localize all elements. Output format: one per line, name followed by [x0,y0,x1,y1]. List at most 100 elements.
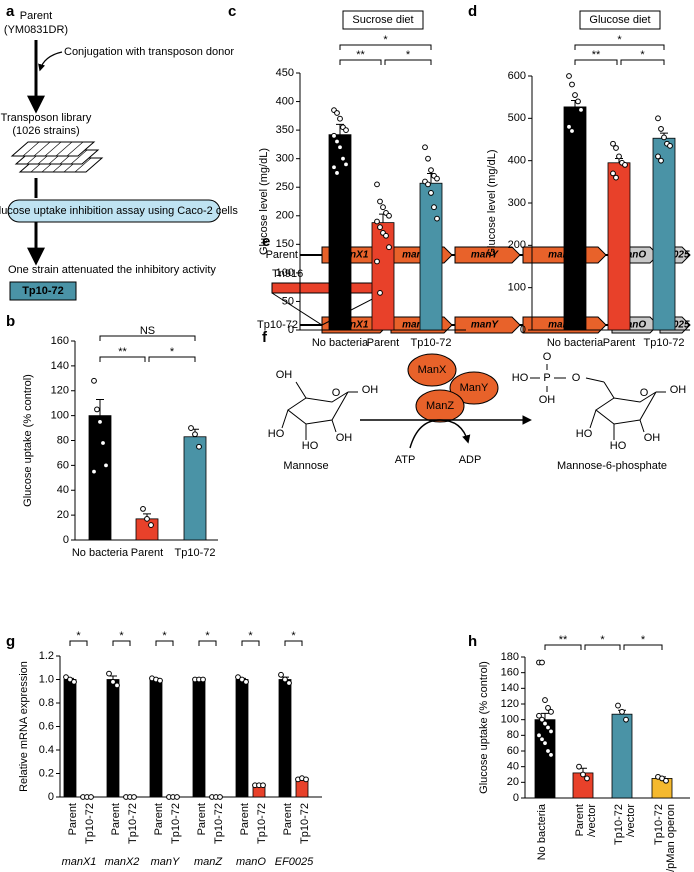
y-tick-label: 300 [508,197,526,209]
y-tick-label: 20 [57,509,69,521]
significance-bracket [112,640,131,646]
line [44,141,62,157]
bar [192,679,206,798]
y-tick-label: 600 [508,70,526,82]
x-tick-label: Parent [603,337,635,349]
x-tick-label: Parent [239,803,251,835]
data-point [380,204,386,211]
significance-bracket [584,644,621,650]
x-tick-label: No bacteria [312,337,369,349]
label: HO [576,428,593,440]
error-bar [541,712,549,720]
label: O [640,387,649,399]
insert [271,282,385,294]
bar [607,162,631,331]
data-point [572,92,578,98]
bar [106,679,120,798]
data-point [548,752,554,758]
title-box [579,10,661,30]
data-point [661,134,667,141]
y-tick-label: 0.4 [39,744,54,756]
bonds [530,364,605,392]
label: HO [268,428,285,440]
data-point [337,115,343,122]
y-tick-label: 0.2 [39,767,54,779]
data-point [542,697,548,703]
bar [563,106,587,331]
significance-label: * [119,630,124,642]
data-point [584,775,590,782]
x-tick-label: Tp10-72 [299,803,311,844]
y-tick-label: 100 [501,714,519,726]
x-tick-label: Parent [67,803,79,835]
x-tick-label: No bacteria [547,337,604,349]
x-tick-label: Tp10-72 [653,804,665,845]
label: ADP [459,454,482,466]
data-point [374,218,380,225]
y-tick-label: 350 [276,124,294,136]
x-tick-label: Parent [153,803,165,835]
data-point [97,418,103,425]
category-label: manZ [194,856,223,868]
data-point [91,377,97,384]
data-point [622,162,628,168]
category-label: manY [151,856,180,868]
gene-label: manY [471,320,500,331]
y-tick-label: 200 [276,210,294,222]
y-tick-label: 0 [520,324,526,336]
data-point [131,794,137,800]
y-tick-label: 0 [513,792,519,804]
bar [652,137,676,331]
label: Tp10-72 [22,285,64,297]
error-bar [96,398,104,416]
y-axis-label: Glucose uptake (% control) [478,661,490,794]
y-axis-label: Glucose level (mg/dL) [258,148,270,255]
data-point [200,676,206,683]
gene-label: manO [618,250,647,261]
data-point [610,170,616,177]
data-point [545,748,551,754]
data-point [144,515,150,522]
x-tick-label: Tp10-72 [213,803,225,844]
panel-label: h [468,633,477,650]
y-tick-label: 80 [57,434,69,446]
bar [419,182,443,331]
label: HO [302,440,319,452]
gene-label: manX2 [402,250,435,261]
data-point [539,736,545,743]
x-tick-label: Tp10-72 [644,337,685,349]
label: ManX [418,364,447,376]
y-tick-label: 0 [288,324,294,336]
x-tick-label: Parent [131,547,163,559]
significance-label: * [406,49,411,61]
data-point [655,153,661,160]
label: O [332,387,341,399]
chart-title: Glucose diet [589,14,650,26]
data-point [569,81,575,88]
data-point [196,443,202,450]
label: OH [539,394,556,406]
label: Parent [266,249,298,261]
data-point [374,181,380,188]
gene-label: manX1 [336,320,369,331]
significance-label: * [170,346,175,358]
line [70,149,88,165]
data-point [103,462,109,469]
y-tick-label: 60 [507,745,519,757]
significance-label: * [291,630,296,642]
data-point [343,161,349,168]
insert-site [271,292,385,326]
arrow [409,419,471,449]
data-point [610,140,616,147]
data-point [100,440,106,446]
significance-bracket [148,356,196,362]
category-label: manX2 [105,856,140,868]
data-point [536,712,542,719]
data-point [569,128,575,134]
x-tick-label: Parent [282,803,294,835]
significance-bracket [284,640,303,646]
y-tick-label: 400 [508,155,526,167]
data-point [217,794,223,800]
y-tick-label: 100 [276,267,294,279]
data-point [623,716,629,723]
